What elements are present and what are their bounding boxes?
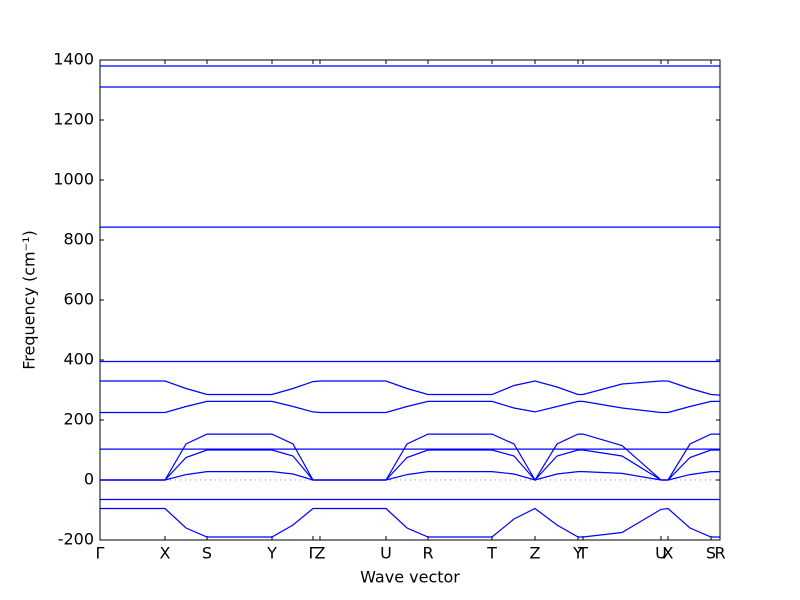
y-tick-label: 0 [84,470,94,489]
band-line [100,400,720,414]
x-tick-label: Z [530,544,541,563]
x-tick-label: R [714,544,725,563]
y-tick-label: 600 [63,290,94,309]
x-tick-label: S [706,544,716,563]
plot-frame [99,59,721,541]
x-axis-label: Wave vector [360,568,460,587]
x-tick-label: S [202,544,212,563]
y-tick-label: 800 [63,230,94,249]
x-tick-label: T [577,544,588,563]
x-tick-label: Y [572,544,583,563]
y-tick-label: -200 [58,530,94,549]
band-line [100,471,720,481]
x-tick-label: X [663,544,674,563]
x-tick-label: X [160,544,171,563]
band-line [100,380,721,396]
y-tick-label: 1200 [53,110,94,129]
x-tick-label: Γ [309,544,318,563]
band-line [100,507,720,538]
band-line [100,433,720,482]
x-tick-label: R [422,544,433,563]
y-axis-label: Frequency (cm⁻¹) [20,230,39,369]
y-tick-label: 400 [63,350,94,369]
x-tick-label: Γ [96,544,105,563]
x-tick-label: U [380,544,392,563]
x-tick-label: U [655,544,667,563]
y-tick-label: 1000 [53,170,94,189]
x-tick-label: T [486,544,497,563]
x-tick-label: Y [266,544,277,563]
band-line [100,449,720,481]
y-tick-label: 200 [63,410,94,429]
x-tick-label: Z [315,544,326,563]
y-tick-label: 1400 [53,50,94,69]
